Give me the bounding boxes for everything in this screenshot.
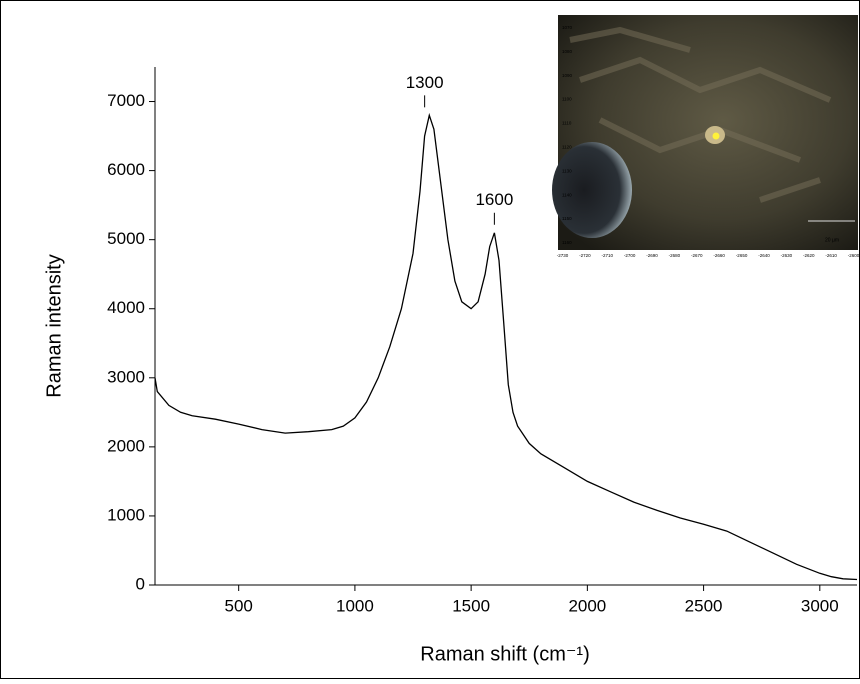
inset-x-tick-label: -2680 <box>669 253 681 258</box>
x-tick-label: 1000 <box>336 596 374 615</box>
inset-x-tick-label: -2650 <box>736 253 748 258</box>
x-axis-label: Raman shift (cm⁻¹) <box>420 643 589 665</box>
x-tick-label: 2500 <box>685 596 723 615</box>
inset-y-tick-label: 1070 <box>562 25 573 30</box>
inset-x-tick-label: -2630 <box>781 253 793 258</box>
inset-y-tick-label: 1130 <box>562 168 572 173</box>
inset-x-tick-label: -2690 <box>646 253 658 258</box>
y-tick-label: 2000 <box>107 436 145 455</box>
inset-y-tick-label: 1100 <box>562 97 572 102</box>
inset-x-tick-label: -2730 <box>557 253 569 258</box>
inset-image: -2730 -2720 -2710 -2700 -2690 -2680 -2670 -2660… <box>552 15 860 258</box>
inset-x-tick-label: -2620 <box>803 253 815 258</box>
inset-y-tick-label: 1120 <box>562 144 572 149</box>
inset-x-tick-label: -2670 <box>691 253 703 258</box>
inset-y-tick-label: 1080 <box>562 49 573 54</box>
annotation: 1300 <box>406 73 444 92</box>
inset-x-tick-label: -2600 <box>848 253 860 258</box>
x-tick-label: 500 <box>224 596 252 615</box>
y-tick-label: 3000 <box>107 367 145 386</box>
x-tick-label: 3000 <box>801 596 839 615</box>
y-tick-label: 7000 <box>107 91 145 110</box>
inset-x-tick-label: -2640 <box>758 253 770 258</box>
inset-x-tick-label: -2610 <box>825 253 837 258</box>
y-tick-label: 0 <box>136 574 145 593</box>
y-axis-label: Raman intensity <box>43 254 65 397</box>
pit <box>552 142 632 238</box>
inset-y-tick-label: 1150 <box>562 216 572 221</box>
inset-x-tick-label: -2700 <box>624 253 636 258</box>
inset-scale-label: 20 µm <box>825 237 839 243</box>
y-tick-label: 4000 <box>107 298 145 317</box>
texture <box>569 26 832 203</box>
spectrum-line <box>154 112 858 581</box>
y-tick-label: 5000 <box>107 229 145 248</box>
y-tick-label: 6000 <box>107 160 145 179</box>
inset-y-tick-label: 1090 <box>562 73 573 78</box>
annotation: 1600 <box>475 190 513 209</box>
x-tick-label: 1500 <box>452 596 490 615</box>
inset-x-tick-label: -2710 <box>601 253 613 258</box>
inset-y-tick-label: 1140 <box>562 192 572 197</box>
inset-y-tick-label: 1160 <box>562 240 572 245</box>
inset-x-tick-label: -2660 <box>713 253 725 258</box>
inset-x-tick-label: -2720 <box>579 253 591 258</box>
inset-y-tick-label: 1110 <box>562 121 572 126</box>
x-tick-label: 2000 <box>568 596 606 615</box>
laser-spot <box>712 132 720 140</box>
y-tick-label: 1000 <box>107 505 145 524</box>
